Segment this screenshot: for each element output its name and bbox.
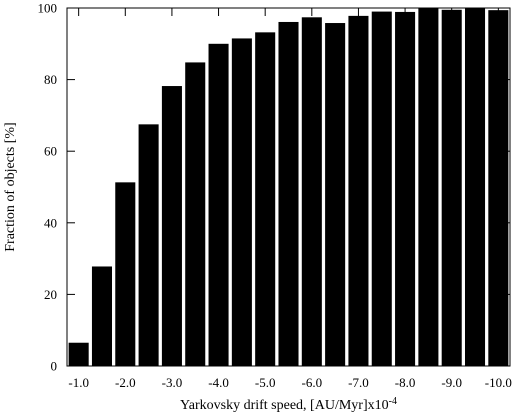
bar — [185, 62, 206, 366]
x-axis-title-main: Yarkovsky drift speed, [AU/Myr]x10 — [180, 398, 389, 413]
bar — [348, 15, 369, 366]
bar — [301, 17, 322, 366]
x-axis-title: Yarkovsky drift speed, [AU/Myr]x10-4 — [180, 396, 397, 414]
bar — [68, 342, 89, 366]
bar — [325, 23, 346, 366]
y-tick-label: 80 — [44, 72, 57, 87]
bar — [115, 182, 136, 366]
x-tick-label: -8.0 — [395, 375, 416, 390]
y-tick-label: 20 — [44, 287, 57, 302]
x-axis-title-exponent: -4 — [389, 396, 397, 407]
x-tick-label: -10.0 — [485, 375, 512, 390]
bar — [255, 32, 276, 367]
x-tick-label: -2.0 — [115, 375, 136, 390]
y-axis-title: Fraction of objects [%] — [3, 122, 18, 251]
x-tick-label: -7.0 — [348, 375, 369, 390]
x-tick-label: -5.0 — [255, 375, 276, 390]
bar — [138, 124, 159, 366]
bar — [278, 21, 299, 366]
y-tick-label: 0 — [51, 359, 58, 374]
y-tick-label: 60 — [44, 144, 57, 159]
x-tick-label: -6.0 — [302, 375, 323, 390]
bar — [371, 11, 392, 367]
x-tick-label: -9.0 — [441, 375, 462, 390]
ticks-group: 0 20 40 60 80 100 -1.0 -2.0 -3.0 -4.0 -5.0 -6.0 -7.0… — [38, 1, 512, 391]
x-tick-label: -3.0 — [162, 375, 183, 390]
bar — [161, 86, 182, 366]
bar — [91, 266, 112, 366]
bars-group — [68, 8, 509, 367]
plot-frame — [66, 7, 511, 367]
bar — [488, 10, 509, 366]
x-tick-label: -4.0 — [208, 375, 229, 390]
x-tick-label: -1.0 — [68, 375, 89, 390]
bar — [465, 8, 486, 366]
bar — [441, 9, 462, 366]
bar — [395, 11, 416, 367]
bar — [231, 38, 252, 367]
bar — [418, 8, 439, 366]
y-tick-label: 100 — [38, 1, 58, 16]
bar — [208, 43, 229, 367]
y-tick-label: 40 — [44, 215, 57, 230]
